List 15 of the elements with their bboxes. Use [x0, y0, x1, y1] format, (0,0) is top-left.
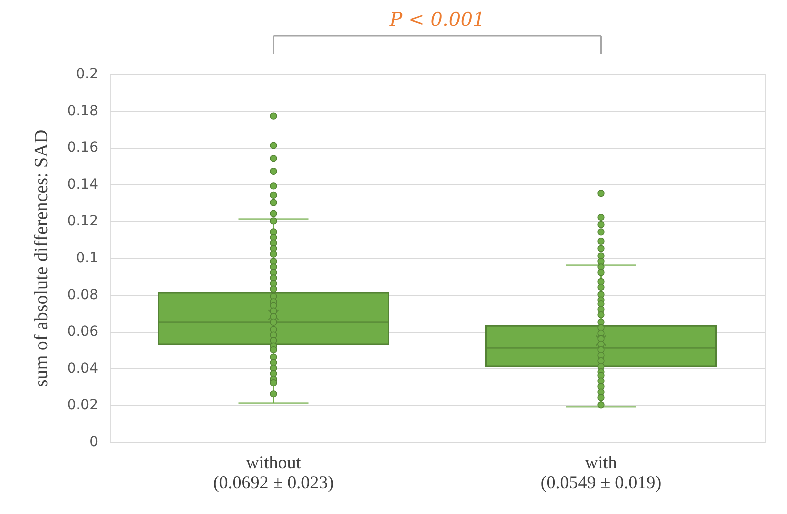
y-tick-label: 0.14	[67, 176, 99, 193]
x-tick-label: with (0.0549 ± 0.019)	[540, 452, 662, 492]
y-tick-label: 0.08	[67, 287, 98, 304]
y-tick-label: 0.1	[76, 250, 98, 266]
y-tick-label: 0.06	[67, 324, 99, 340]
y-tick-label: 0	[90, 434, 98, 450]
x-tick-label: without (0.0692 ± 0.023)	[213, 452, 334, 492]
y-tick-label: 0.12	[67, 214, 98, 230]
y-tick-label: 0.04	[67, 360, 99, 377]
y-tick-label: 0.16	[67, 140, 99, 156]
y-tick-label: 0.18	[67, 103, 98, 120]
text: P < 0.001	[388, 9, 486, 31]
y-axis-title: sum of absolute differences: SAD	[31, 130, 52, 388]
y-tick-label: 0.02	[67, 398, 98, 414]
y-tick-label: 0.2	[76, 66, 98, 82]
